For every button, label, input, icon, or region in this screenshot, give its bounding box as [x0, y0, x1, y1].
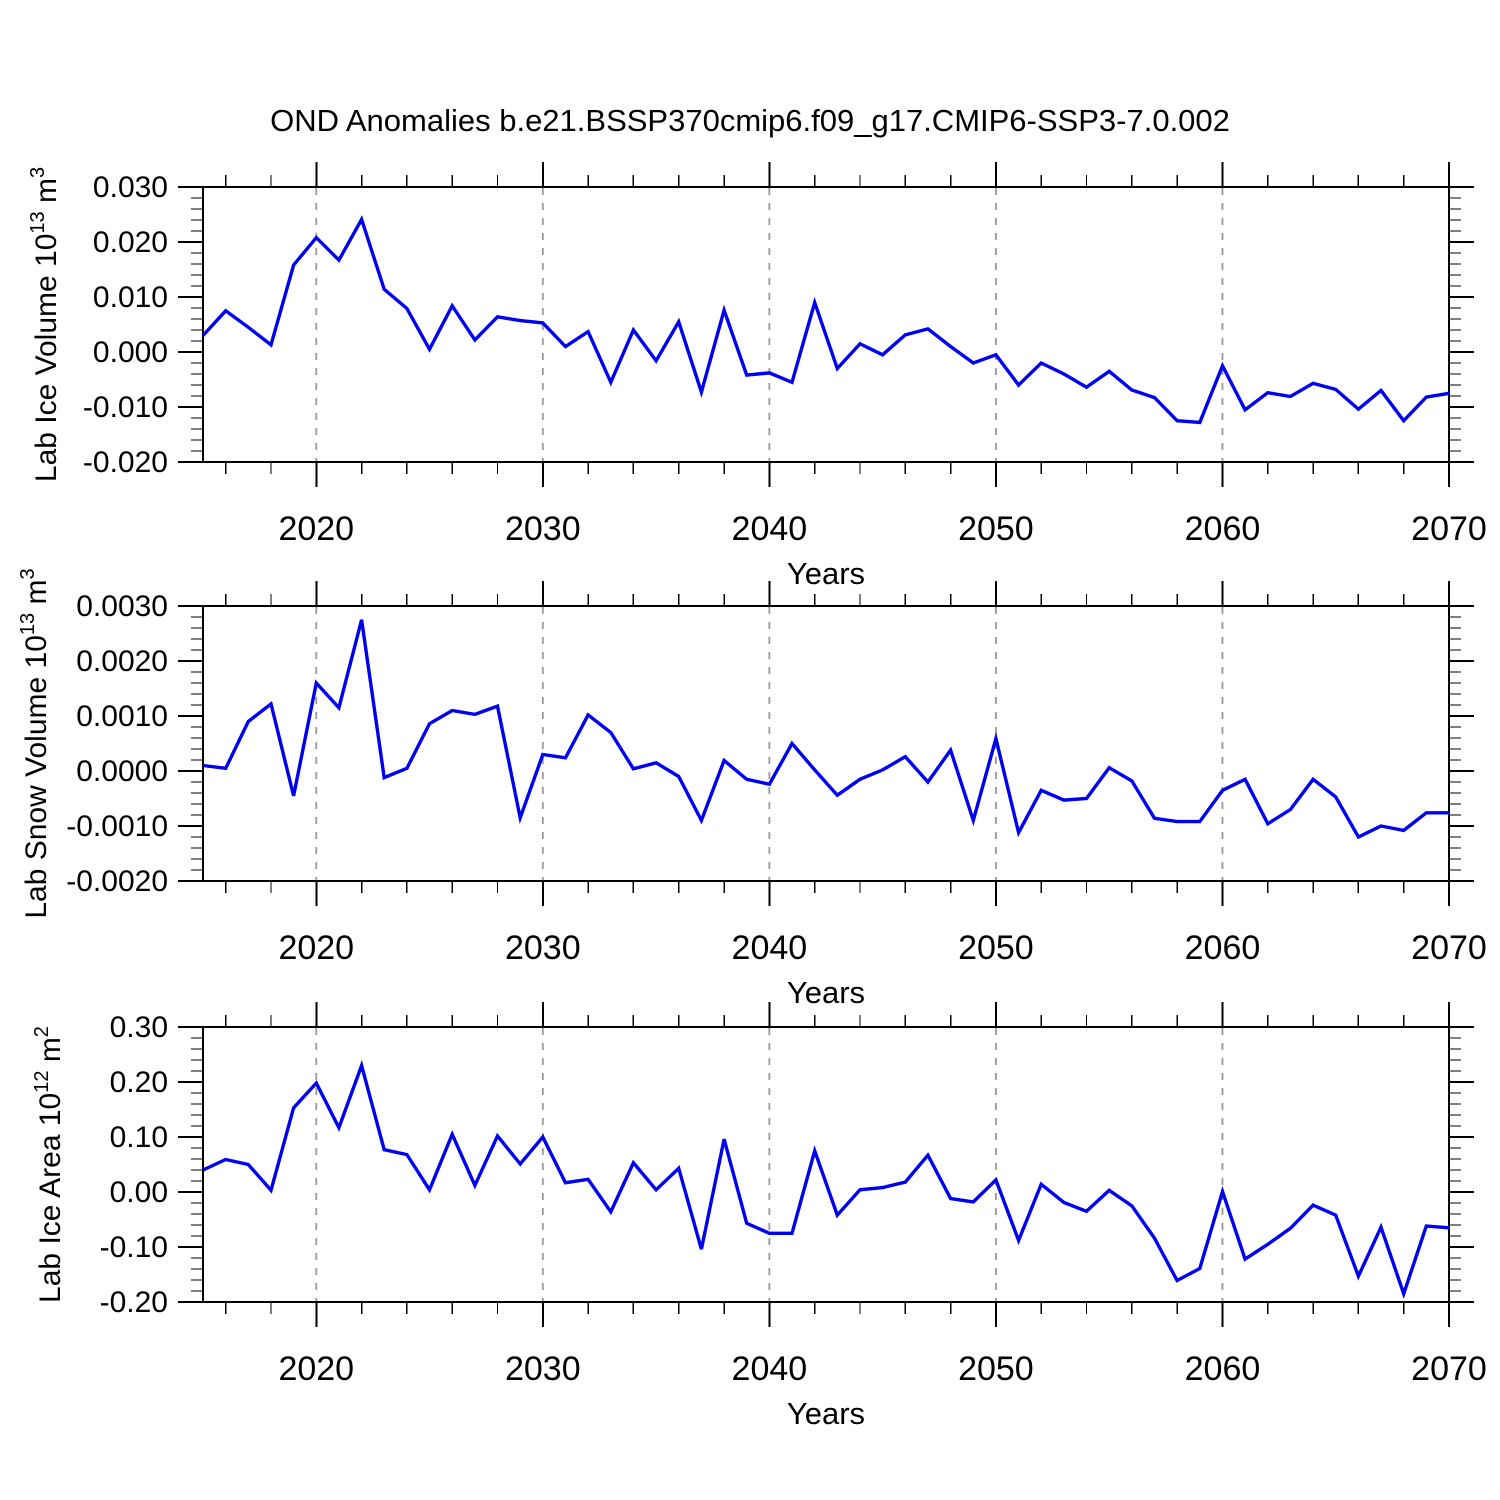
- y-tick-label: 0.020: [93, 226, 168, 259]
- y-tick-label: 0.000: [93, 336, 168, 369]
- x-tick-label: 2060: [1185, 929, 1261, 967]
- y-tick-label: -0.10: [100, 1231, 168, 1264]
- x-tick-label: 2070: [1411, 1350, 1487, 1388]
- y-tick-label: 0.20: [110, 1066, 168, 1099]
- plot-frame: [202, 186, 1450, 463]
- x-tick-label: 2040: [732, 929, 808, 967]
- labels-lab-ice-volume: -0.020 -0.010 0.000 0.010 0.020 0.030 2020 2030…: [27, 167, 1487, 591]
- x-axis-title: Years: [787, 556, 865, 591]
- y-tick-label: 0.00: [110, 1176, 168, 1209]
- y-tick-label: -0.20: [100, 1286, 168, 1319]
- labels-lab-ice-area: -0.20 -0.10 0.00 0.10 0.20 0.30 2020 2030 2040 20…: [31, 1011, 1487, 1431]
- y-tick-label: -0.020: [83, 446, 168, 479]
- x-tick-label: 2070: [1411, 510, 1487, 548]
- x-tick-label: 2040: [732, 510, 808, 548]
- y-tick-label: 0.0000: [76, 755, 168, 788]
- x-tick-label: 2060: [1185, 1350, 1261, 1388]
- x-tick-label: 2020: [278, 1350, 354, 1388]
- x-axis-title: Years: [787, 1396, 865, 1431]
- axes-lab-ice-area: [178, 1002, 1474, 1327]
- x-tick-label: 2030: [505, 929, 581, 967]
- labels-lab-snow-volume: -0.0020 -0.0010 0.0000 0.0010 0.0020 0.0030 20…: [17, 568, 1487, 1010]
- y-tick-label: -0.010: [83, 391, 168, 424]
- panel-lab-ice-volume: -0.020 -0.010 0.000 0.010 0.020 0.030 2020 2030…: [27, 162, 1487, 591]
- y-tick-label: 0.0020: [76, 645, 168, 678]
- plot-frame: [202, 605, 1450, 882]
- plot-frame: [202, 1026, 1450, 1303]
- y-tick-label: 0.0010: [76, 700, 168, 733]
- x-tick-label: 2030: [505, 1350, 581, 1388]
- y-tick-label: 0.0030: [76, 590, 168, 623]
- x-axis-title: Years: [787, 975, 865, 1010]
- chart-title: OND Anomalies b.e21.BSSP370cmip6.f09_g17…: [270, 103, 1230, 138]
- series-line-lab-ice-volume: [201, 215, 1450, 425]
- x-tick-label: 2030: [505, 510, 581, 548]
- y-tick-label: -0.0010: [66, 810, 168, 843]
- y-axis-title: Lab Ice Volume 1013 m3: [27, 167, 63, 482]
- series-line-lab-snow-volume: [202, 619, 1449, 840]
- x-tick-label: 2050: [958, 510, 1034, 548]
- y-axis-title: Lab Snow Volume 1013 m3: [17, 568, 53, 918]
- x-tick-label: 2060: [1185, 510, 1261, 548]
- y-tick-label: 0.30: [110, 1011, 168, 1044]
- axes-lab-ice-volume: [178, 162, 1474, 487]
- x-tick-label: 2050: [958, 929, 1034, 967]
- y-tick-label: 0.10: [110, 1121, 168, 1154]
- y-tick-label: 0.030: [93, 171, 168, 204]
- panel-lab-ice-area: -0.20 -0.10 0.00 0.10 0.20 0.30 2020 2030 2040 20…: [31, 1002, 1487, 1431]
- y-axis-title: Lab Ice Area 1012 m2: [31, 1026, 67, 1303]
- x-tick-label: 2020: [278, 510, 354, 548]
- y-tick-label: -0.0020: [66, 865, 168, 898]
- x-tick-label: 2070: [1411, 929, 1487, 967]
- panel-lab-snow-volume: -0.0020 -0.0010 0.0000 0.0010 0.0020 0.0030 20…: [17, 568, 1487, 1010]
- y-tick-label: 0.010: [93, 281, 168, 314]
- series-line-lab-ice-area: [202, 1059, 1450, 1300]
- x-tick-label: 2050: [958, 1350, 1034, 1388]
- x-tick-label: 2020: [278, 929, 354, 967]
- x-tick-label: 2040: [732, 1350, 808, 1388]
- axes-lab-snow-volume: [178, 581, 1474, 906]
